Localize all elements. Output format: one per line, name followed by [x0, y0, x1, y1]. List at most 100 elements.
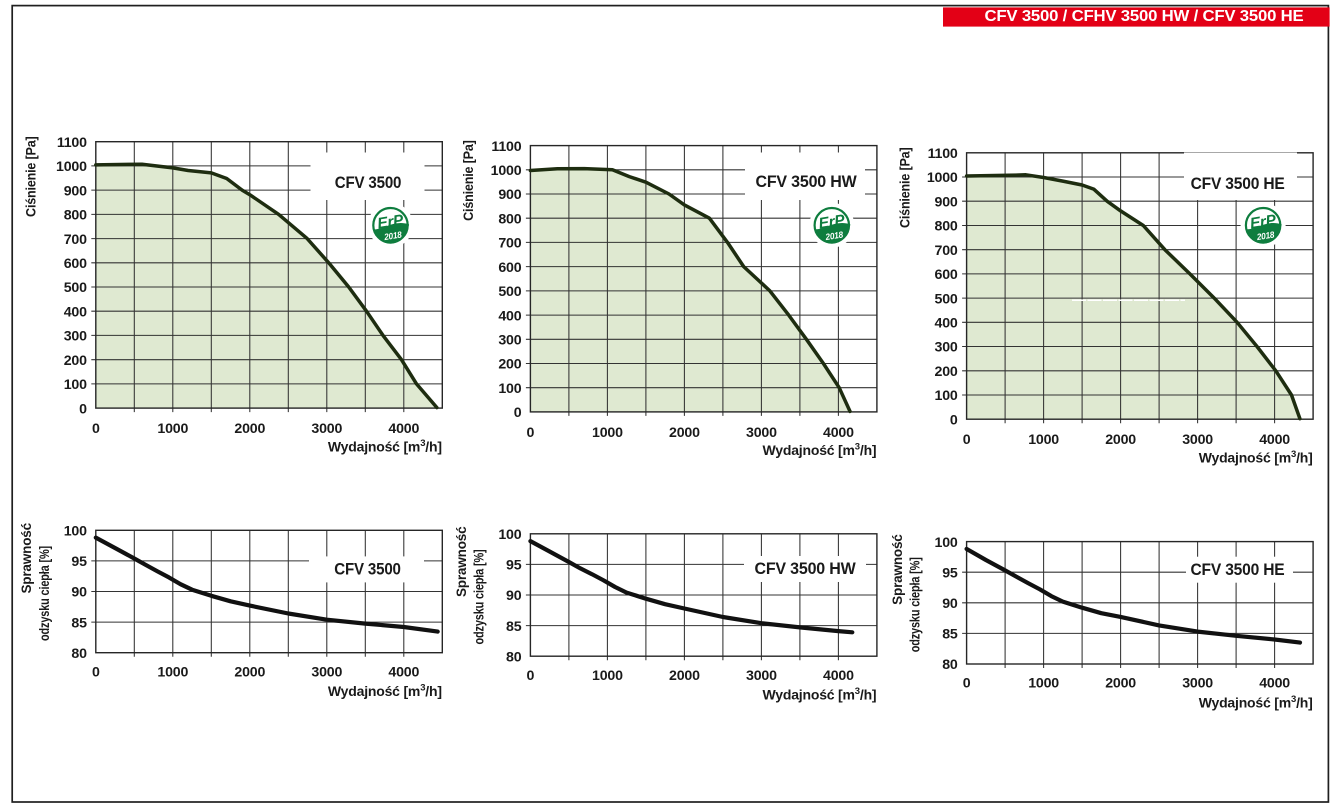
- svg-text:CFV 3500: CFV 3500: [334, 561, 401, 579]
- svg-text:80: 80: [942, 657, 958, 673]
- svg-text:1100: 1100: [928, 146, 958, 162]
- svg-text:200: 200: [64, 353, 87, 369]
- svg-text:700: 700: [498, 236, 521, 252]
- svg-text:2000: 2000: [234, 664, 265, 680]
- svg-text:CFV 3500 HE: CFV 3500 HE: [1191, 561, 1285, 579]
- svg-text:85: 85: [71, 615, 87, 631]
- svg-text:2000: 2000: [669, 668, 700, 684]
- svg-text:400: 400: [64, 304, 87, 320]
- svg-text:600: 600: [498, 260, 521, 276]
- svg-text:85: 85: [942, 627, 958, 643]
- svg-text:800: 800: [498, 211, 521, 227]
- svg-text:Wydajność [m3/h]: Wydajność [m3/h]: [328, 683, 442, 700]
- svg-text:Ciśnienie [Pa]: Ciśnienie [Pa]: [24, 136, 39, 217]
- svg-text:Sprawność: Sprawność: [454, 526, 469, 597]
- svg-text:Wydajność [m3/h]: Wydajność [m3/h]: [1199, 449, 1313, 466]
- svg-text:odzysku ciepła [%]: odzysku ciepła [%]: [472, 550, 487, 645]
- svg-text:85: 85: [506, 619, 522, 635]
- svg-text:90: 90: [942, 596, 958, 612]
- svg-text:100: 100: [498, 381, 521, 397]
- svg-text:2000: 2000: [1105, 432, 1136, 448]
- svg-text:95: 95: [506, 558, 522, 574]
- svg-text:100: 100: [935, 388, 958, 404]
- svg-text:4000: 4000: [823, 668, 854, 684]
- svg-text:80: 80: [71, 646, 87, 662]
- svg-text:Ciśnienie [Pa]: Ciśnienie [Pa]: [461, 140, 476, 221]
- svg-text:800: 800: [64, 208, 87, 224]
- svg-text:1000: 1000: [592, 668, 623, 684]
- svg-text:3000: 3000: [1182, 676, 1213, 692]
- svg-text:100: 100: [64, 377, 87, 393]
- svg-text:1000: 1000: [157, 664, 188, 680]
- svg-text:500: 500: [935, 291, 958, 307]
- svg-text:2018: 2018: [383, 229, 403, 242]
- svg-text:Ciśnienie [Pa]: Ciśnienie [Pa]: [897, 148, 912, 229]
- svg-text:CFV 3500 / CFHV 3500 HW / CFV: CFV 3500 / CFHV 3500 HW / CFV 3500 HE: [985, 8, 1304, 25]
- svg-text:600: 600: [64, 256, 87, 272]
- svg-text:1100: 1100: [57, 135, 87, 151]
- svg-text:900: 900: [64, 183, 87, 199]
- svg-text:4000: 4000: [823, 425, 854, 441]
- svg-text:0: 0: [963, 676, 971, 692]
- svg-text:Sprawność: Sprawność: [19, 522, 34, 593]
- svg-text:2000: 2000: [1105, 676, 1136, 692]
- svg-text:2018: 2018: [824, 229, 844, 242]
- svg-text:1000: 1000: [491, 163, 522, 179]
- svg-text:CFV 3500 HW: CFV 3500 HW: [755, 560, 857, 578]
- svg-text:CFV 3500 HE: CFV 3500 HE: [1191, 175, 1285, 193]
- svg-text:3000: 3000: [746, 425, 777, 441]
- svg-text:95: 95: [942, 565, 958, 581]
- svg-text:900: 900: [935, 194, 958, 210]
- svg-text:ErP: ErP: [1249, 212, 1278, 233]
- svg-text:odzysku ciepła [%]: odzysku ciepła [%]: [37, 546, 52, 641]
- svg-text:0: 0: [527, 668, 535, 684]
- svg-text:3000: 3000: [311, 664, 342, 680]
- svg-text:0: 0: [79, 401, 87, 417]
- svg-text:3000: 3000: [1182, 432, 1213, 448]
- svg-text:1000: 1000: [927, 170, 958, 186]
- svg-text:4000: 4000: [1259, 432, 1290, 448]
- svg-text:800: 800: [935, 219, 958, 235]
- svg-text:Wydajność [m3/h]: Wydajność [m3/h]: [328, 438, 442, 455]
- svg-text:2000: 2000: [234, 421, 265, 437]
- svg-text:CFV 3500 HW: CFV 3500 HW: [756, 173, 858, 191]
- svg-text:900: 900: [498, 187, 521, 203]
- svg-text:ErP: ErP: [376, 212, 405, 233]
- svg-text:Sprawność: Sprawność: [890, 534, 905, 605]
- svg-text:3000: 3000: [746, 668, 777, 684]
- svg-text:2018: 2018: [1255, 229, 1275, 242]
- svg-text:4000: 4000: [1259, 676, 1290, 692]
- svg-text:100: 100: [498, 527, 521, 543]
- svg-text:ErP: ErP: [817, 212, 846, 233]
- svg-text:500: 500: [64, 280, 87, 296]
- svg-text:100: 100: [935, 535, 958, 551]
- svg-text:700: 700: [935, 243, 958, 259]
- svg-text:3000: 3000: [311, 421, 342, 437]
- svg-text:Wydajność [m3/h]: Wydajność [m3/h]: [763, 686, 877, 703]
- svg-text:1000: 1000: [1028, 676, 1059, 692]
- svg-text:300: 300: [498, 333, 521, 349]
- svg-text:400: 400: [498, 308, 521, 324]
- svg-text:Wydajność [m3/h]: Wydajność [m3/h]: [1199, 694, 1313, 711]
- svg-text:700: 700: [64, 232, 87, 248]
- svg-text:4000: 4000: [388, 664, 419, 680]
- svg-text:Wydajność [m3/h]: Wydajność [m3/h]: [763, 442, 877, 459]
- svg-text:2000: 2000: [669, 425, 700, 441]
- svg-text:300: 300: [64, 329, 87, 345]
- svg-text:0: 0: [514, 405, 522, 421]
- svg-text:4000: 4000: [388, 421, 419, 437]
- svg-text:200: 200: [498, 357, 521, 373]
- svg-text:100: 100: [64, 524, 87, 540]
- svg-text:500: 500: [498, 284, 521, 300]
- svg-text:0: 0: [92, 664, 100, 680]
- svg-text:1000: 1000: [1028, 432, 1059, 448]
- svg-text:95: 95: [71, 554, 87, 570]
- svg-text:1000: 1000: [157, 421, 188, 437]
- svg-text:600: 600: [935, 267, 958, 283]
- svg-text:0: 0: [963, 432, 971, 448]
- svg-text:200: 200: [935, 364, 958, 380]
- svg-text:1100: 1100: [491, 139, 521, 155]
- svg-text:400: 400: [935, 316, 958, 332]
- svg-text:1000: 1000: [592, 425, 623, 441]
- svg-text:80: 80: [506, 649, 522, 665]
